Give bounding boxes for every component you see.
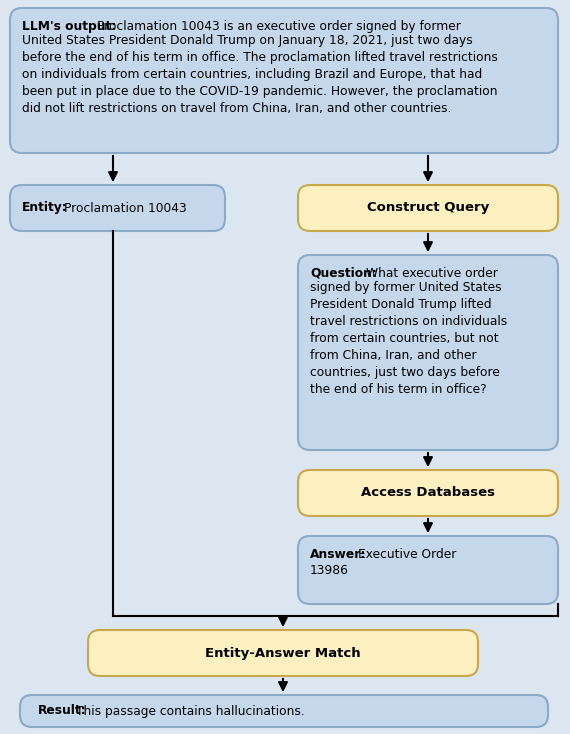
Text: Executive Order: Executive Order — [358, 548, 457, 561]
FancyBboxPatch shape — [298, 185, 558, 231]
Text: Access Databases: Access Databases — [361, 487, 495, 500]
Text: Construct Query: Construct Query — [367, 202, 489, 214]
Text: Result:: Result: — [38, 705, 87, 718]
FancyBboxPatch shape — [298, 255, 558, 450]
Text: Question:: Question: — [310, 267, 377, 280]
Text: Proclamation 10043 is an executive order signed by former: Proclamation 10043 is an executive order… — [97, 20, 461, 33]
FancyBboxPatch shape — [10, 8, 558, 153]
Text: This passage contains hallucinations.: This passage contains hallucinations. — [76, 705, 305, 718]
FancyBboxPatch shape — [88, 630, 478, 676]
Text: United States President Donald Trump on January 18, 2021, just two days
before t: United States President Donald Trump on … — [22, 34, 498, 115]
Text: signed by former United States
President Donald Trump lifted
travel restrictions: signed by former United States President… — [310, 281, 507, 396]
Text: Answer:: Answer: — [310, 548, 367, 561]
Text: Entity:: Entity: — [22, 202, 68, 214]
Text: 13986: 13986 — [310, 564, 349, 577]
Text: LLM's output:: LLM's output: — [22, 20, 116, 33]
Text: What executive order: What executive order — [366, 267, 498, 280]
FancyBboxPatch shape — [20, 695, 548, 727]
FancyBboxPatch shape — [10, 185, 225, 231]
FancyBboxPatch shape — [298, 470, 558, 516]
Text: Entity-Answer Match: Entity-Answer Match — [205, 647, 361, 660]
Text: Proclamation 10043: Proclamation 10043 — [64, 202, 187, 214]
FancyBboxPatch shape — [298, 536, 558, 604]
